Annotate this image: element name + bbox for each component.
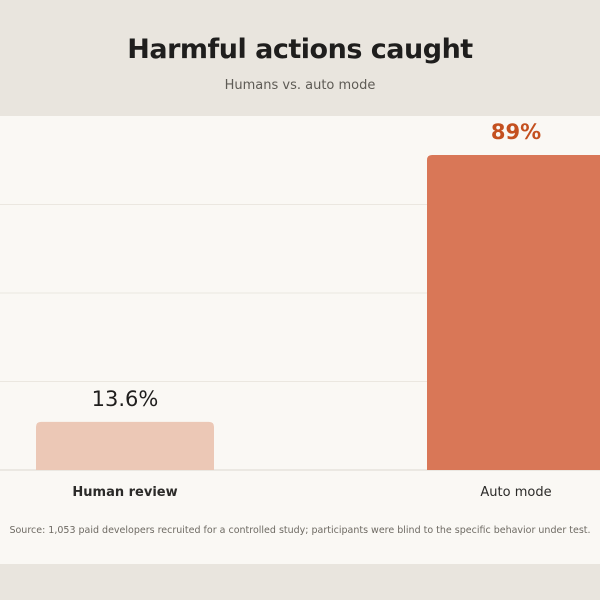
bar-human-review bbox=[36, 421, 214, 470]
value-label: 89% bbox=[491, 120, 541, 144]
bars bbox=[36, 154, 600, 470]
category-label: Human review bbox=[72, 485, 177, 500]
chart-title: Harmful actions caught bbox=[127, 34, 473, 65]
chart-subtitle: Humans vs. auto mode bbox=[224, 78, 376, 93]
source-note: Source: 1,053 paid developers recruited … bbox=[9, 525, 591, 536]
value-label: 13.6% bbox=[92, 387, 159, 411]
category-label: Auto mode bbox=[480, 485, 551, 500]
bar-chart: 13.6% Human review 89% Auto mode bbox=[0, 120, 600, 500]
chart-panel: 13.6% Human review 89% Auto mode bbox=[0, 116, 600, 564]
labels: 13.6% Human review 89% Auto mode bbox=[72, 120, 551, 500]
bar-auto-mode bbox=[427, 154, 600, 470]
